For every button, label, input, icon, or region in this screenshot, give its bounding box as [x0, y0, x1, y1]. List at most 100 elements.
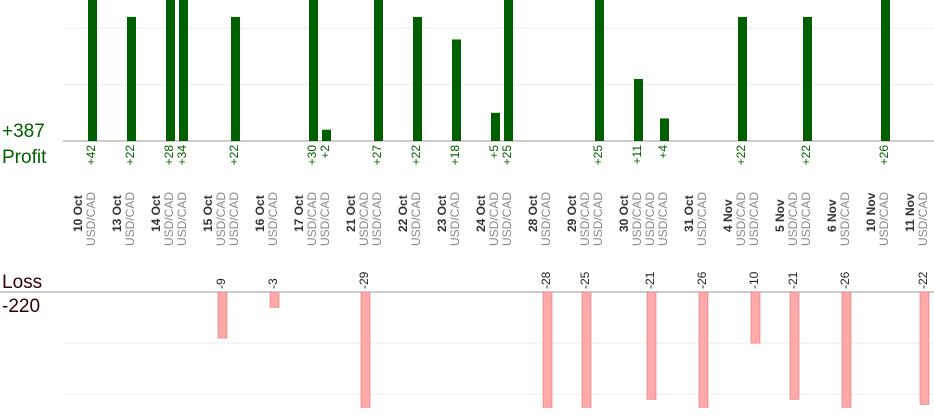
value-label: +34: [175, 145, 189, 166]
loss-bar: [360, 292, 371, 408]
pair-label: USD/CAD: [695, 192, 709, 246]
pair-label: USD/CAD: [643, 192, 657, 246]
value-label: +22: [734, 145, 748, 166]
loss-bar: [217, 292, 228, 339]
pair-label: USD/CAD: [656, 192, 670, 246]
pair-label: USD/CAD: [370, 192, 384, 246]
value-label: +4: [656, 145, 670, 159]
value-label: +25: [591, 145, 605, 166]
value-label: +25: [500, 145, 514, 166]
value-label: -26: [695, 271, 709, 289]
pair-label: USD/CAD: [838, 192, 852, 246]
value-label: +22: [799, 145, 813, 166]
pair-label: USD/CAD: [227, 192, 241, 246]
profit-label: Profit: [2, 147, 47, 168]
profit-bar: [413, 16, 422, 141]
profit-bar: [504, 0, 513, 141]
value-label: -9: [214, 278, 228, 289]
date-label: 23 Oct: [435, 195, 449, 232]
value-label: +2: [318, 145, 332, 159]
value-label: -26: [838, 271, 852, 289]
pair-label: USD/CAD: [123, 192, 137, 246]
pair-label: USD/CAD: [578, 192, 592, 246]
value-label: +22: [123, 145, 137, 166]
value-label: +22: [227, 145, 241, 166]
date-label: 11 Nov: [903, 193, 917, 232]
pair-label: USD/CAD: [84, 192, 98, 246]
value-label: -25: [578, 271, 592, 289]
loss-bar: [919, 292, 930, 405]
date-label: 10 Nov: [864, 192, 878, 232]
value-label: +27: [370, 145, 384, 166]
pair-label: USD/CAD: [630, 192, 644, 246]
pair-label: USD/CAD: [409, 192, 423, 246]
date-label: 21 Oct: [344, 195, 358, 232]
date-label: 29 Oct: [565, 195, 579, 232]
date-label: 22 Oct: [396, 195, 410, 232]
pair-label: USD/CAD: [266, 192, 280, 246]
loss-total: -220: [2, 296, 40, 317]
loss-bar: [789, 292, 800, 400]
date-label: 6 Nov: [825, 199, 839, 232]
date-label: 4 Nov: [721, 199, 735, 232]
value-label: +26: [877, 145, 891, 166]
profit-bar: [491, 112, 500, 141]
profit-bar: [179, 0, 188, 141]
pair-label: USD/CAD: [786, 192, 800, 246]
value-label: -28: [539, 271, 553, 289]
profit-bar: [634, 78, 643, 141]
loss-bar: [698, 292, 709, 408]
profit-bar: [374, 0, 383, 141]
value-label: +11: [630, 145, 644, 165]
loss-bar: [841, 292, 852, 408]
profit-bar: [660, 118, 669, 141]
pair-label: USD/CAD: [539, 192, 553, 246]
pair-label: USD/CAD: [916, 192, 930, 246]
value-label: -22: [916, 271, 930, 289]
loss-bar: [581, 292, 592, 408]
date-label: 24 Oct: [474, 195, 488, 232]
pair-label: USD/CAD: [734, 192, 748, 246]
profit-bar: [322, 129, 331, 141]
date-label: 5 Nov: [773, 199, 787, 232]
profit-total: +387: [2, 121, 45, 142]
date-label: 10 Oct: [71, 195, 85, 232]
loss-bar: [646, 292, 657, 400]
loss-label: Loss: [2, 272, 42, 293]
value-label: +22: [409, 145, 423, 166]
profit-bar: [803, 16, 812, 141]
pair-label: USD/CAD: [175, 192, 189, 246]
date-label: 28 Oct: [526, 195, 540, 232]
profit-bar: [127, 16, 136, 141]
pair-label: USD/CAD: [747, 192, 761, 246]
value-label: -29: [357, 271, 371, 289]
profit-bar: [166, 0, 175, 141]
pair-label: USD/CAD: [305, 192, 319, 246]
pair-label: USD/CAD: [162, 192, 176, 246]
profit-bar: [309, 0, 318, 141]
date-label: 14 Oct: [149, 195, 163, 232]
profit-bar: [231, 16, 240, 141]
value-label: +42: [84, 145, 98, 166]
profit-bar: [738, 16, 747, 141]
pair-label: USD/CAD: [487, 192, 501, 246]
pair-label: USD/CAD: [448, 192, 462, 246]
pair-label: USD/CAD: [500, 192, 514, 246]
loss-bar: [750, 292, 761, 344]
pair-label: USD/CAD: [357, 192, 371, 246]
pair-label: USD/CAD: [799, 192, 813, 246]
pair-label: USD/CAD: [214, 192, 228, 246]
date-label: 15 Oct: [201, 195, 215, 232]
pair-label: USD/CAD: [591, 192, 605, 246]
loss-bars: [217, 292, 930, 408]
date-label: 16 Oct: [253, 195, 267, 232]
value-label: +30: [305, 145, 319, 166]
date-label: 13 Oct: [110, 195, 124, 232]
profit-bar: [595, 0, 604, 141]
value-label: -3: [266, 278, 280, 289]
value-label: +28: [162, 145, 176, 166]
loss-bar: [542, 292, 553, 408]
date-label: 30 Oct: [617, 195, 631, 232]
pair-label: USD/CAD: [318, 192, 332, 246]
